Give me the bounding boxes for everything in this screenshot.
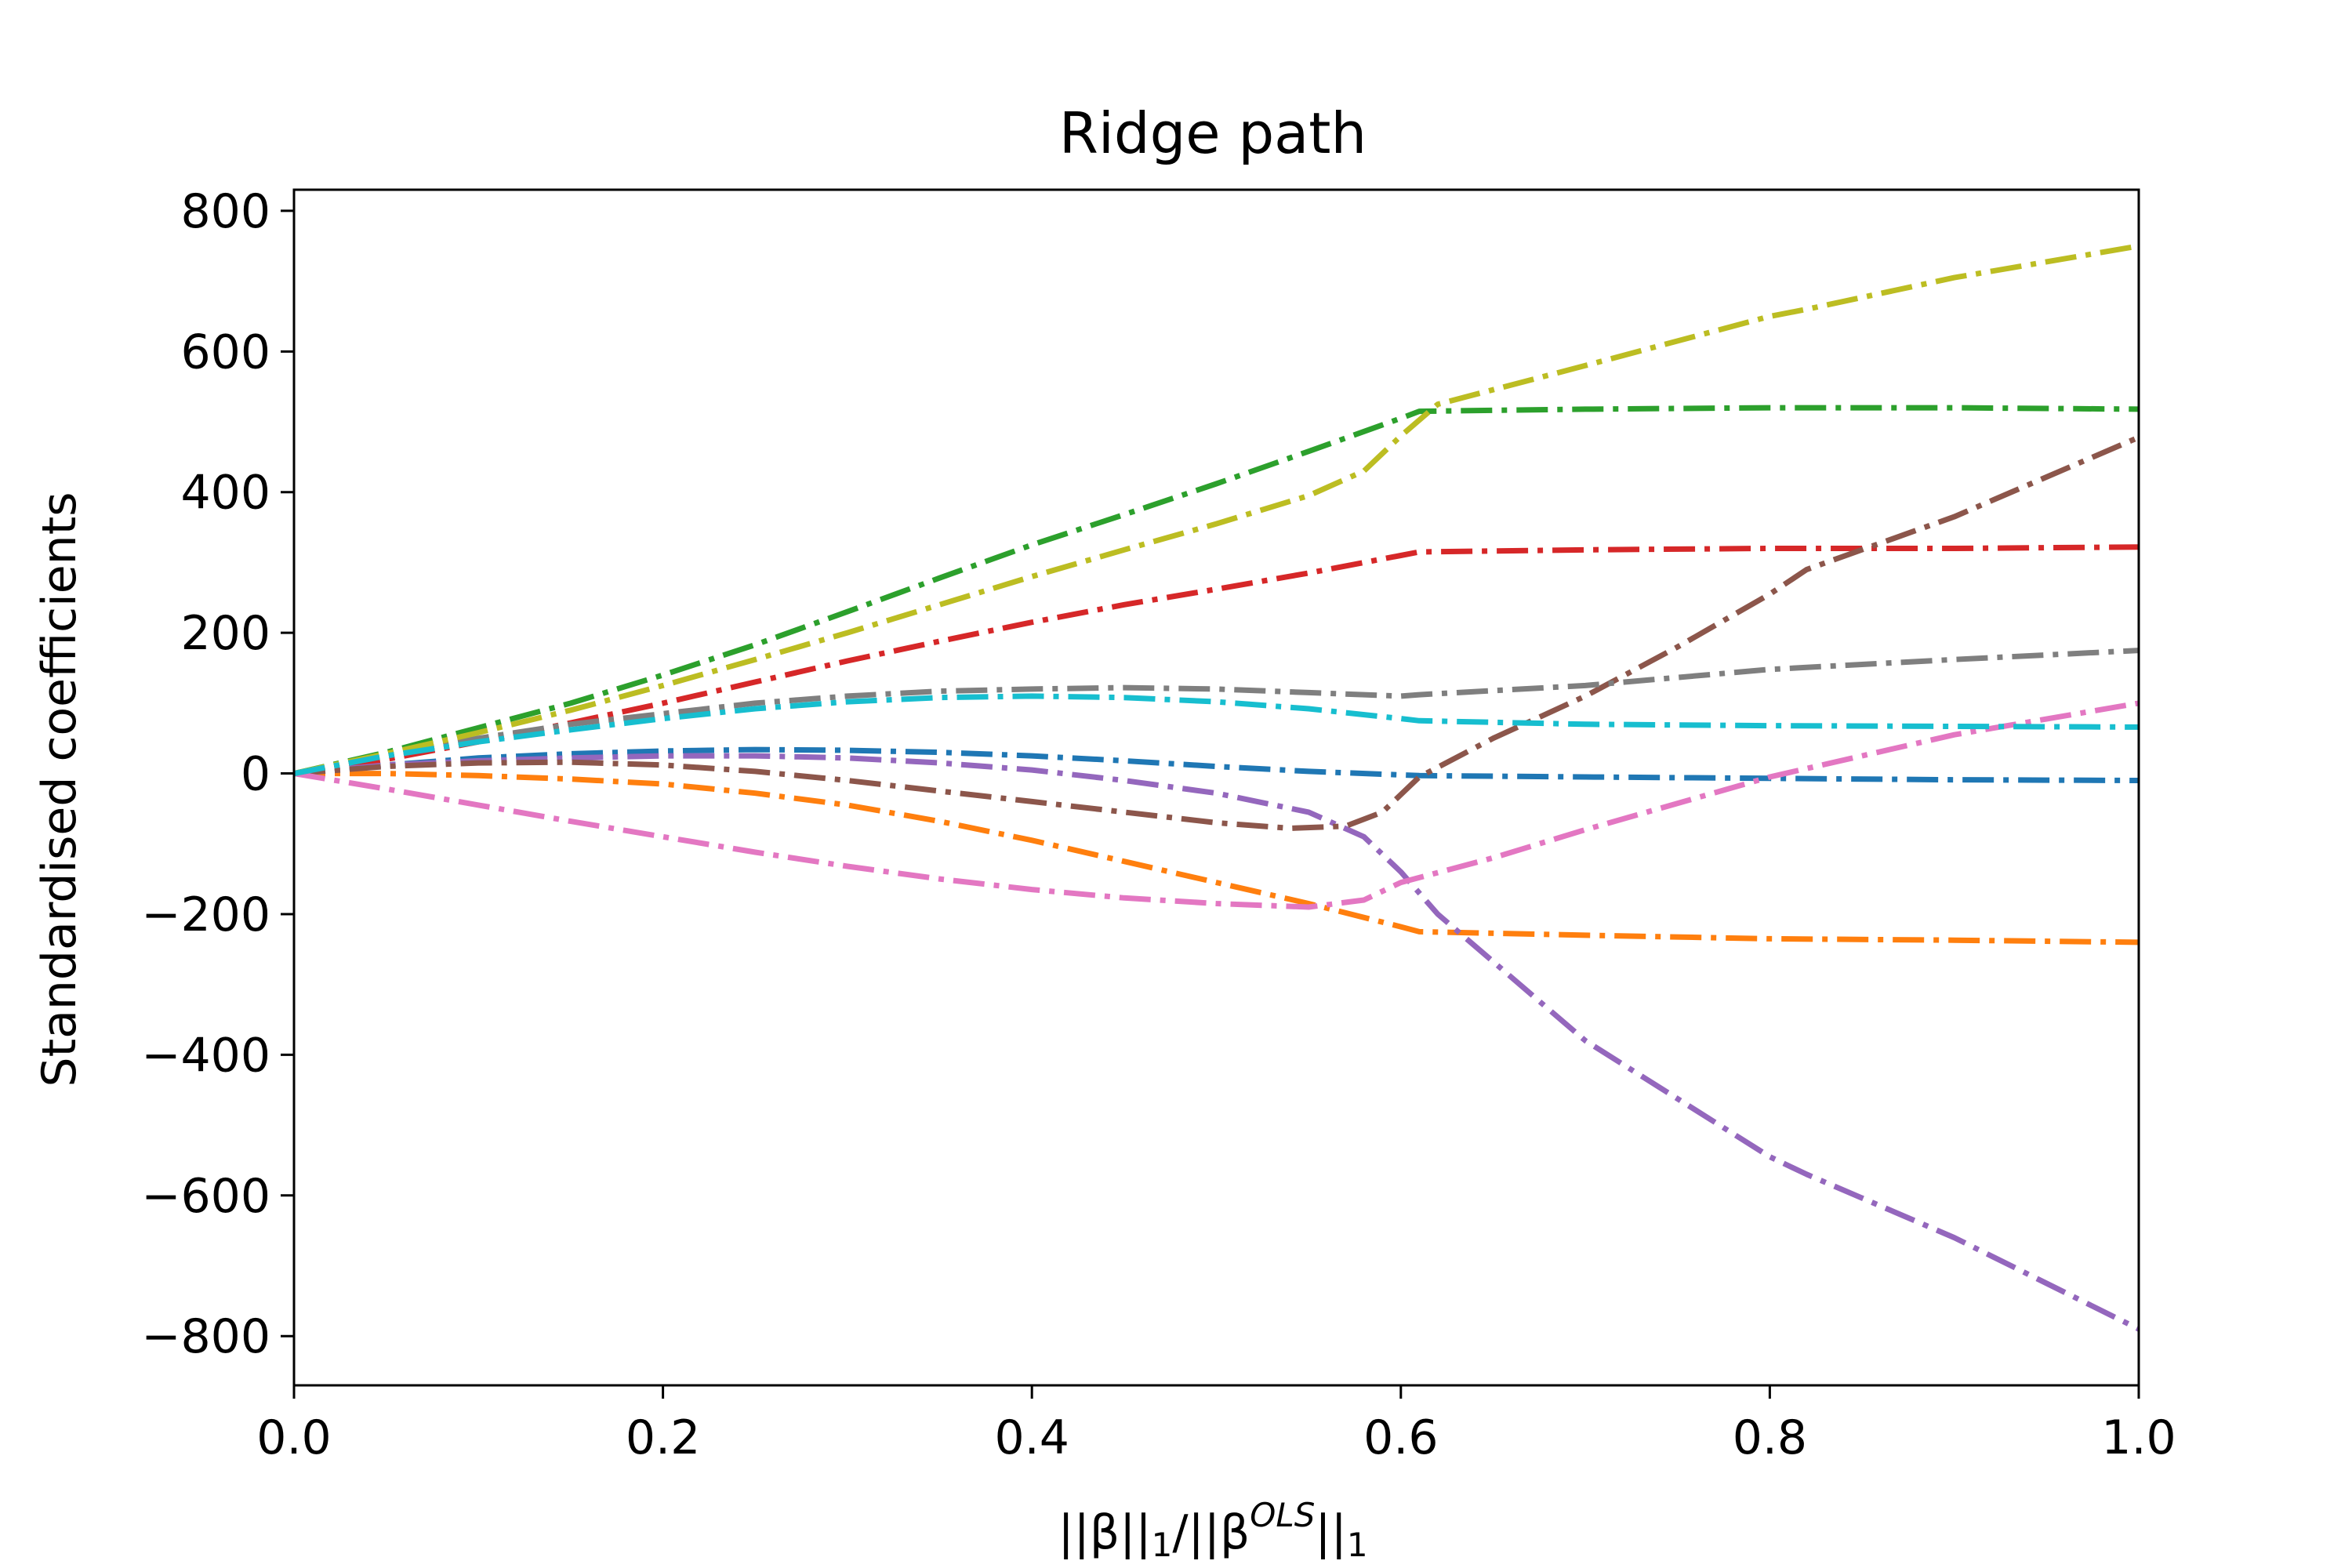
- x-tick-label: 0.6: [1363, 1410, 1438, 1465]
- y-tick-label: 0: [241, 747, 270, 802]
- x-label-sub1: 1: [1152, 1526, 1173, 1564]
- y-tick-label: −800: [141, 1309, 270, 1364]
- x-tick-label: 0.4: [994, 1410, 1069, 1465]
- y-tick-label: 400: [180, 466, 270, 521]
- x-axis-label: ||β||1/||βOLS||1: [1058, 1496, 1367, 1564]
- series-line-6: [294, 434, 2139, 831]
- y-tick-label: −600: [141, 1169, 270, 1224]
- y-axis-label: Standardised coefficients: [32, 492, 87, 1087]
- y-tick-label: 800: [180, 184, 270, 239]
- plot-frame: [292, 188, 2140, 1387]
- series-line-9: [294, 243, 2139, 777]
- series-line-4: [294, 544, 2139, 777]
- y-tick-label: 600: [180, 325, 270, 379]
- x-label-sub2: 1: [1347, 1526, 1368, 1564]
- series-line-8: [294, 648, 2139, 777]
- x-label-mid: /||β: [1172, 1505, 1250, 1560]
- x-tick-label: 0.2: [626, 1410, 700, 1465]
- x-tick-label: 1.0: [2101, 1410, 2176, 1465]
- x-tick-label: 0.0: [256, 1410, 331, 1465]
- series-line-1: [294, 746, 2139, 783]
- y-tick-label: −400: [141, 1028, 270, 1083]
- y-tick-label: 200: [180, 606, 270, 661]
- y-tick-label: −200: [141, 887, 270, 942]
- chart-title: Ridge path: [1059, 100, 1367, 166]
- series-line-2: [294, 771, 2139, 946]
- series-line-10: [294, 693, 2139, 777]
- series-line-7: [294, 700, 2139, 910]
- x-label-sup: OLS: [1250, 1496, 1315, 1534]
- series-line-5: [294, 753, 2139, 1332]
- x-tick-label: 0.8: [1733, 1410, 1807, 1465]
- x-label-end: ||: [1315, 1505, 1346, 1560]
- series-line-3: [294, 405, 2139, 777]
- x-label-base: ||β||: [1058, 1505, 1151, 1560]
